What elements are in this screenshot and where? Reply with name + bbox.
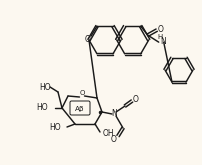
Text: HO: HO <box>36 103 48 113</box>
Text: O: O <box>157 25 163 34</box>
Text: O: O <box>85 35 90 44</box>
Text: N: N <box>159 37 165 46</box>
Text: HO: HO <box>49 122 61 132</box>
Text: N: N <box>110 109 116 117</box>
FancyBboxPatch shape <box>70 101 89 115</box>
Text: O: O <box>110 134 116 144</box>
Text: O: O <box>79 90 85 96</box>
Text: O: O <box>132 95 138 103</box>
Text: OH: OH <box>102 130 114 138</box>
Text: H: H <box>156 34 162 40</box>
Text: Aβ: Aβ <box>75 106 84 112</box>
Text: HO: HO <box>39 83 50 93</box>
